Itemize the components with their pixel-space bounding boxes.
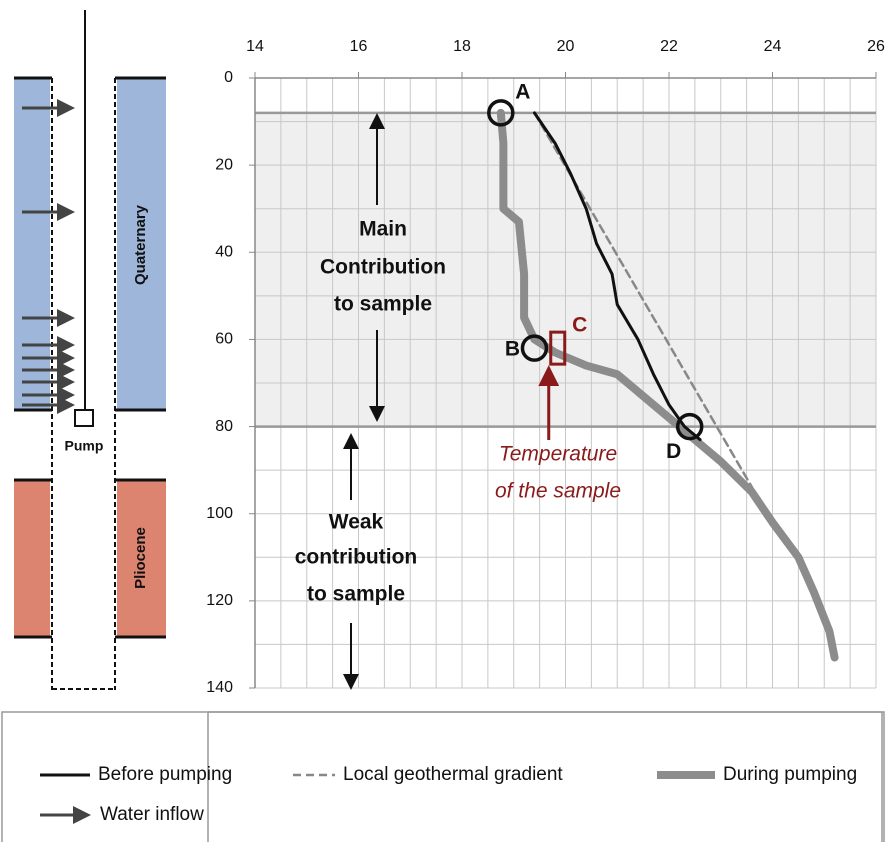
x-tick-label: 16 [350, 38, 368, 55]
x-tick-label: 14 [246, 38, 264, 55]
zone-label: contribution [295, 546, 417, 569]
legend-label: Water inflow [100, 804, 204, 825]
y-tick-label: 100 [206, 505, 233, 522]
pliocene-layer [117, 480, 166, 637]
y-tick-label: 0 [224, 69, 233, 86]
well-diagram: Pump Quaternary Pliocene [14, 10, 166, 690]
quaternary-label: Quaternary [132, 204, 149, 285]
point-label: D [666, 440, 681, 463]
y-tick-label: 40 [215, 244, 233, 261]
y-tick-label: 120 [206, 592, 233, 609]
y-tick-label: 140 [206, 679, 233, 696]
inflow-arrows [22, 99, 75, 414]
point-label: A [515, 80, 530, 103]
well-casing [51, 78, 116, 690]
legend-frame [1, 711, 883, 842]
zone-label: Weak [329, 511, 384, 534]
sample-note: of the sample [495, 480, 621, 503]
legend-label: Before pumping [98, 764, 232, 785]
x-tick-label: 22 [660, 38, 678, 55]
legend-label: Local geothermal gradient [343, 764, 563, 785]
layer-borders [14, 76, 166, 639]
x-tick-label: 20 [557, 38, 575, 55]
y-tick-label: 80 [215, 418, 233, 435]
series-line [496, 108, 839, 662]
quaternary-layer [117, 78, 166, 410]
sample-label: C [572, 314, 587, 337]
sample-marker [549, 330, 567, 366]
y-tick-label: 20 [215, 156, 233, 173]
legend-label: During pumping [723, 764, 857, 785]
zone-label: Contribution [320, 256, 446, 279]
zone-label: to sample [307, 583, 405, 606]
point-marker [520, 334, 549, 362]
point-label: B [505, 338, 520, 361]
point-marker [675, 412, 704, 441]
pump-label: Pump [65, 438, 104, 454]
pliocene-layer [14, 480, 50, 637]
y-tick-label: 60 [215, 331, 233, 348]
series-line [532, 111, 702, 442]
zone-label: Main [359, 218, 407, 241]
x-tick-label: 26 [867, 38, 885, 55]
pliocene-label: Pliocene [132, 527, 149, 589]
sample-note: Temperature [499, 443, 617, 466]
x-tick-label: 24 [764, 38, 782, 55]
quaternary-layer [14, 78, 50, 410]
zone-label: to sample [334, 293, 432, 316]
x-tick-label: 18 [453, 38, 471, 55]
point-marker [487, 99, 515, 127]
pump [74, 409, 94, 427]
